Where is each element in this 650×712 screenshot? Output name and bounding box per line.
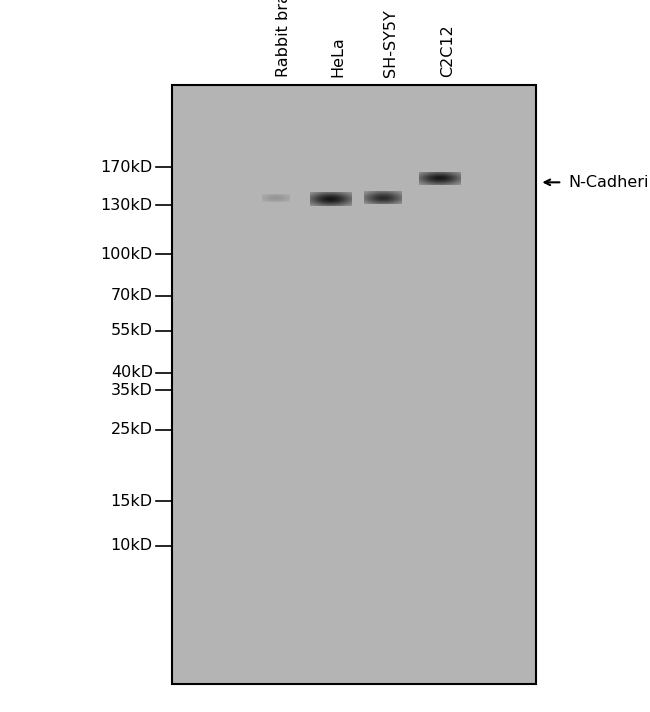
Text: 40kD: 40kD xyxy=(111,365,153,380)
Text: 170kD: 170kD xyxy=(101,160,153,175)
Text: 55kD: 55kD xyxy=(111,323,153,338)
Text: SH-SY5Y: SH-SY5Y xyxy=(384,9,398,77)
Bar xyxy=(172,85,536,684)
Text: Rabbit brain lysate: Rabbit brain lysate xyxy=(276,0,291,77)
Text: 25kD: 25kD xyxy=(111,422,153,437)
Text: 70kD: 70kD xyxy=(111,288,153,303)
Text: C2C12: C2C12 xyxy=(440,24,455,77)
Text: N-Cadherin: N-Cadherin xyxy=(569,175,650,190)
Text: 35kD: 35kD xyxy=(111,383,153,398)
Text: 10kD: 10kD xyxy=(111,538,153,553)
Text: 15kD: 15kD xyxy=(111,493,153,508)
Text: 100kD: 100kD xyxy=(101,246,153,261)
Text: HeLa: HeLa xyxy=(331,36,346,77)
Text: 130kD: 130kD xyxy=(101,197,153,213)
